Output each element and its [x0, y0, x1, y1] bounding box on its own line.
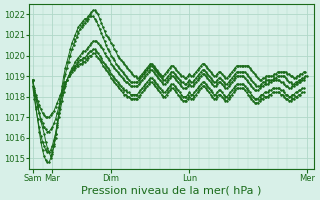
X-axis label: Pression niveau de la mer( hPa ): Pression niveau de la mer( hPa )	[81, 186, 262, 196]
